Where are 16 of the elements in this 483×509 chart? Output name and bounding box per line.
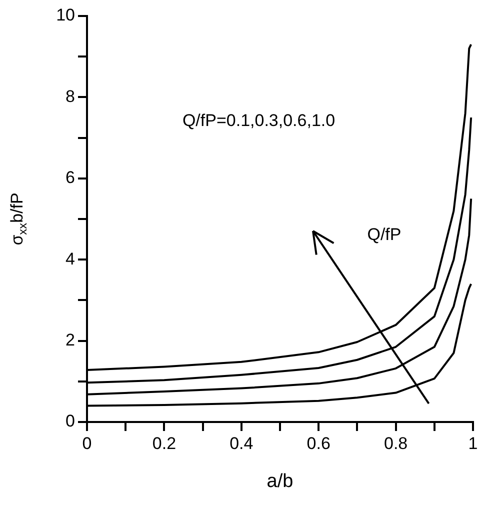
x-tick-label: 0.8 xyxy=(384,434,408,453)
y-tick-label: 0 xyxy=(66,412,75,431)
x-tick-label: 1 xyxy=(468,434,478,453)
annotation: Q/fP xyxy=(367,224,402,244)
x-tick-label: 0.4 xyxy=(230,434,254,453)
y-tick-label: 6 xyxy=(66,168,75,188)
y-tick-label: 8 xyxy=(66,86,75,106)
y-tick-label: 4 xyxy=(66,249,75,268)
x-tick-label: 0.6 xyxy=(306,434,330,453)
y-axis-title: σxxb/fP xyxy=(8,192,30,246)
x-axis-title: a/b xyxy=(266,471,294,492)
y-tick-label: 2 xyxy=(66,330,75,350)
y-tick-label: 10 xyxy=(56,6,75,25)
x-tick-label: 0 xyxy=(82,434,92,453)
annotation: Q/fP=0.1,0.3,0.6,1.0 xyxy=(182,111,336,130)
x-tick-label: 0.2 xyxy=(152,434,176,453)
